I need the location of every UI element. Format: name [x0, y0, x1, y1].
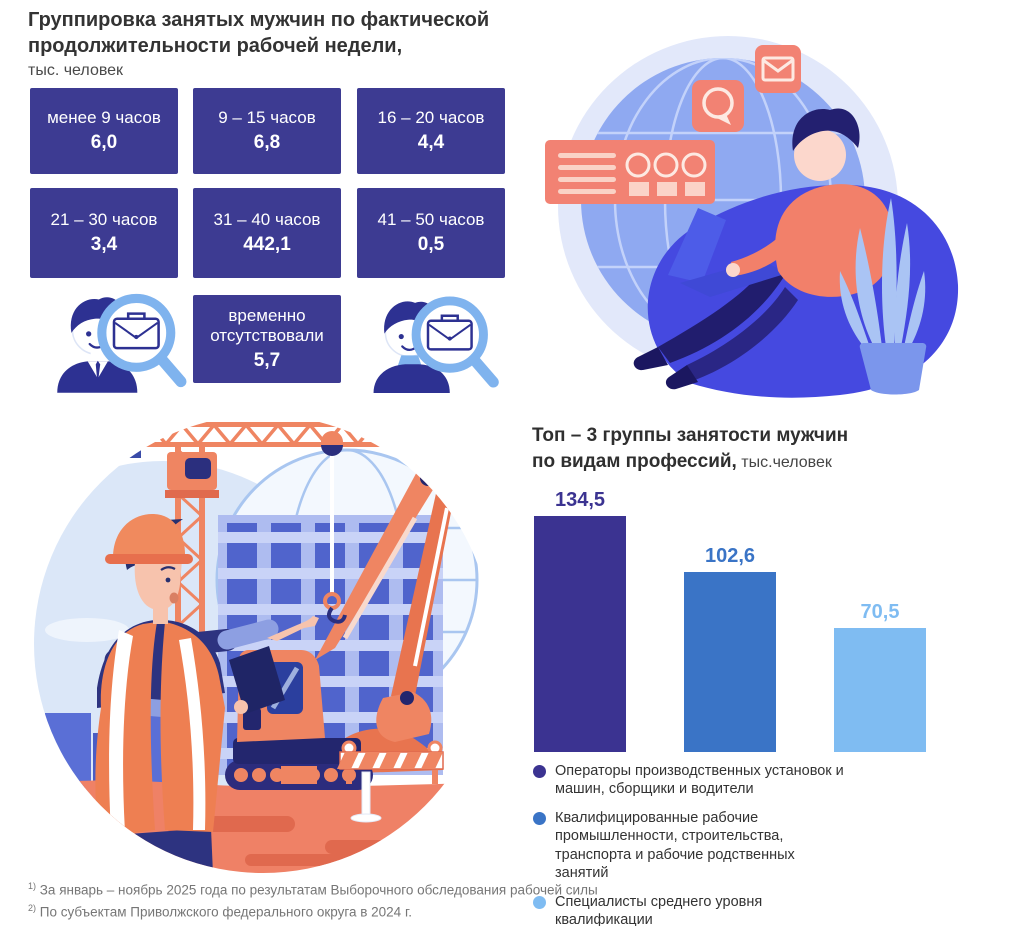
hours-range-label: 9 – 15 часов [218, 108, 316, 128]
legend-item: Квалифицированные рабочие промышленности… [533, 809, 849, 882]
person-hand [726, 263, 740, 277]
legend-item: Операторы производственных установок и м… [533, 762, 849, 798]
construction-worker [95, 513, 319, 873]
bar-value-label: 134,5 [554, 489, 606, 511]
safety-barrier-icon [337, 740, 444, 823]
page-title-line2: продолжительности рабочей недели, [28, 34, 403, 57]
legend-label: Квалифицированные рабочие промышленности… [555, 810, 795, 881]
magnifier-briefcase-icon [97, 293, 187, 388]
footnote-1-marker: 1) [28, 881, 37, 891]
legend-dot [533, 765, 546, 778]
potted-plant-icon [839, 198, 927, 395]
hours-box-21-30: 21 – 30 часов 3,4 [30, 188, 178, 278]
hours-box-9-15: 9 – 15 часов 6,8 [193, 88, 341, 174]
legend-label: Специалисты среднего уровня квалификации [555, 893, 763, 926]
page-title-line1: Группировка занятых мужчин по фактическо… [28, 9, 490, 31]
crane-hook [321, 431, 347, 624]
hours-value: 6,0 [90, 131, 118, 153]
legend-dot [533, 895, 546, 909]
hours-value: 3,4 [90, 233, 118, 255]
hours-box-41-50: 41 – 50 часов 0,5 [357, 188, 505, 278]
bar-value-label: 70,5 [860, 601, 900, 623]
chat-bubble-icon [692, 80, 744, 132]
bar-group-operators: 134,5 [534, 489, 626, 752]
footnote-1: 1) За январь – ноябрь 2025 года по резул… [28, 879, 598, 901]
chart-legend: Операторы производственных установок и м… [533, 762, 849, 926]
footnote-1-text: За январь – ноябрь 2025 года по результа… [39, 882, 598, 898]
bar-group-skilled-workers: 102,6 [684, 545, 776, 752]
grouping-header: Группировка занятых мужчин по фактическо… [28, 8, 518, 80]
person-head [792, 108, 860, 181]
hours-box-31-40: 31 – 40 часов 442,1 [193, 188, 341, 278]
footnote-2-text: По субъектам Приволжского федерального о… [39, 904, 412, 920]
bar-skilled-workers [684, 572, 776, 752]
legend-item: Специалисты среднего уровня квалификации [533, 893, 849, 926]
bar-group-mid-level-specialists: 70,5 [834, 601, 926, 752]
hours-range-label: 16 – 20 часов [377, 108, 485, 128]
absent-label: временно отсутствовали [210, 306, 324, 345]
bar-value-label: 102,6 [704, 545, 756, 567]
magnifier-briefcase-icon [411, 296, 499, 388]
legend-label: Операторы производственных установок и м… [555, 763, 844, 798]
hours-value: 442,1 [243, 233, 291, 255]
hours-box-under9: менее 9 часов 6,0 [30, 88, 178, 174]
footnotes: 1) За январь – ноябрь 2025 года по резул… [28, 879, 598, 923]
hours-range-label: 41 – 50 часов [377, 210, 485, 230]
ground [34, 780, 492, 873]
dashboard-panel-icon [545, 140, 715, 204]
bar-chart: 134,5 102,6 70,5 [532, 489, 932, 752]
hours-range-label: 21 – 30 часов [50, 210, 158, 230]
chart-title-line1: Топ – 3 группы занятости мужчин [532, 425, 849, 446]
chart-title-line2: по видам профессий, [532, 450, 737, 472]
man-with-briefcase-magnifier-icon [373, 296, 499, 393]
bar-mid-level-specialists [834, 628, 926, 752]
page-title: Группировка занятых мужчин по фактическо… [28, 8, 518, 59]
hours-value: 0,5 [417, 233, 445, 255]
hours-value: 6,8 [253, 131, 281, 153]
envelope-icon [755, 45, 801, 93]
person-legs [633, 267, 798, 390]
man-with-briefcase-magnifier-icon [57, 293, 187, 393]
footnote-2: 2) По субъектам Приволжского федеральног… [28, 901, 598, 923]
hours-box-16-20: 16 – 20 часов 4,4 [357, 88, 505, 174]
remote-worker-illustration [545, 36, 959, 398]
chart-title: Топ – 3 группы занятости мужчин по видам… [532, 423, 848, 474]
hours-range-label: 31 – 40 часов [213, 210, 321, 230]
temporarily-absent-box: временно отсутствовали 5,7 [193, 295, 341, 383]
hours-range-label: менее 9 часов [47, 108, 161, 128]
bar-operators [534, 516, 626, 752]
absent-value: 5,7 [253, 349, 281, 371]
hours-value: 4,4 [417, 131, 445, 153]
person-arm [731, 230, 792, 276]
units-label: тыс. человек [28, 62, 124, 80]
laptop-icon [668, 208, 788, 297]
footnote-2-marker: 2) [28, 902, 37, 913]
legend-dot [533, 812, 546, 826]
construction-worker-illustration [34, 415, 492, 873]
chart-units-label: тыс.человек [736, 453, 832, 471]
